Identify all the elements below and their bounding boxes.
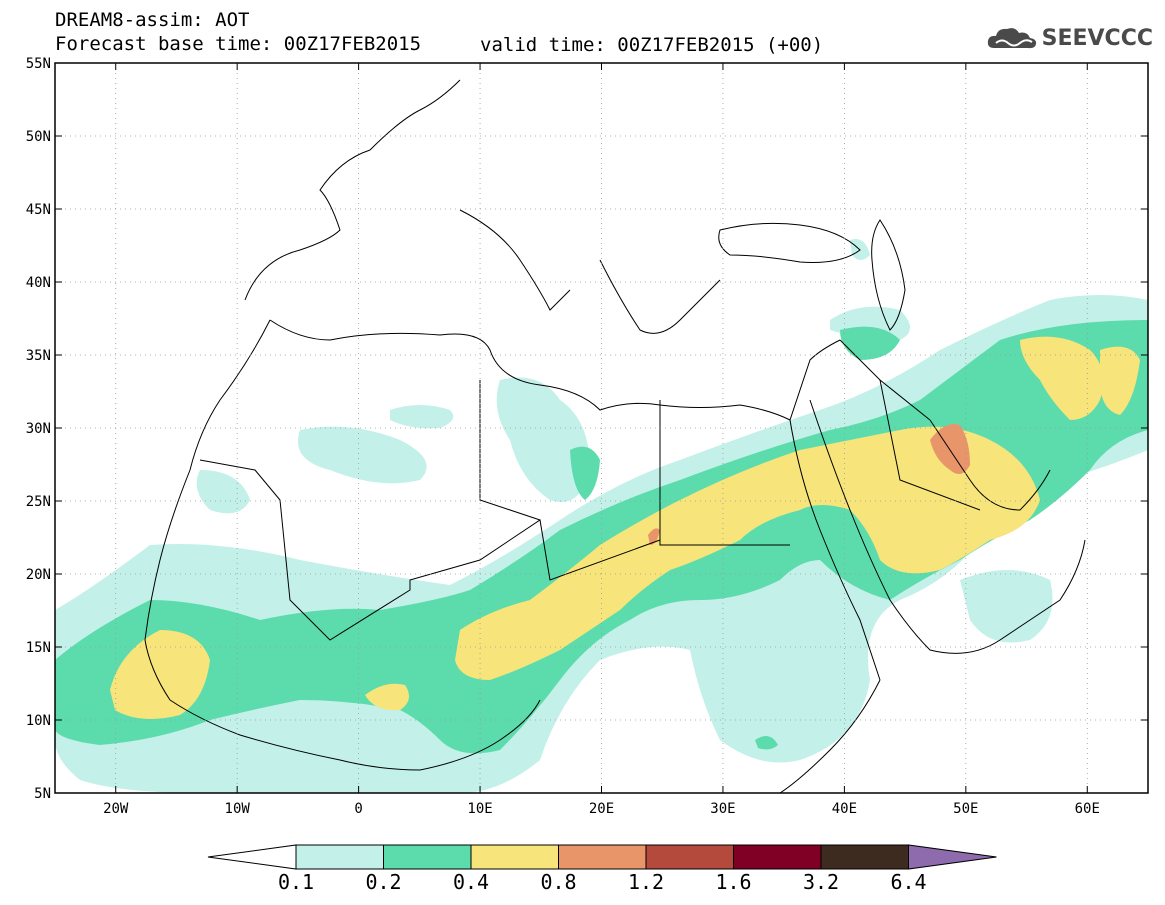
aot-band-0.4-sahel	[455, 426, 1040, 680]
colorbar-label: 0.1	[278, 870, 314, 894]
lat-label: 50N	[26, 129, 51, 145]
border-middle-east	[839, 339, 981, 511]
lat-label: 20N	[26, 567, 51, 583]
lon-label: 20W	[103, 801, 129, 817]
border-sahara-2	[659, 400, 790, 546]
aot-patch-0.2-libya	[570, 446, 600, 500]
coast-western-europe	[244, 79, 461, 301]
lon-label: 40E	[832, 801, 857, 817]
coast-italy	[459, 209, 571, 311]
longitude-labels: 20W 10W 0 10E 20E 30E 40E 50E 60E	[103, 801, 1100, 817]
colorbar-label: 3.2	[803, 870, 839, 894]
aot-patch-0.2-iran	[840, 326, 900, 360]
aot-patch-0.8-kuwait	[930, 424, 970, 474]
seevccc-logo: SEEVCCC	[986, 22, 1153, 54]
colorbar-label: 6.4	[890, 870, 926, 894]
coast-caspian	[871, 219, 906, 331]
colorbar-swatch	[558, 844, 647, 870]
colorbar-label: 1.6	[715, 870, 751, 894]
border-sahara-3	[479, 380, 541, 521]
colorbar-swatch	[645, 844, 734, 870]
lat-label: 40N	[26, 275, 51, 291]
colorbar-label: 0.2	[365, 870, 401, 894]
lon-label: 30E	[710, 801, 735, 817]
lat-label: 55N	[26, 56, 51, 72]
forecast-base-time: Forecast base time: 00Z17FEB2015	[55, 33, 422, 55]
map-title: DREAM8-assim: AOT	[55, 9, 250, 31]
aot-patch-0.4-iran-east	[1020, 336, 1104, 420]
aot-patch-0.1-arabia-south	[960, 570, 1053, 643]
aot-patch-0.1-libya	[496, 377, 590, 502]
graticule	[55, 63, 1148, 793]
aot-patch-0.1-ethiopia	[810, 676, 850, 706]
aot-band-0.2-main	[55, 320, 1148, 754]
coast-red-sea-east	[809, 399, 1086, 654]
aot-patch-0.2-east-africa	[755, 736, 778, 750]
aot-patch-0.4-afghan	[1100, 346, 1140, 415]
aot-shading	[55, 239, 1148, 793]
lon-label: 0	[354, 801, 362, 817]
coast-gulf	[929, 419, 1051, 511]
aot-patch-0.1-sahara	[196, 470, 250, 514]
latitude-labels: 55N 50N 45N 40N 35N 30N 25N 20N 15N 10N 5N	[26, 56, 51, 802]
colorbar-swatch	[295, 844, 384, 870]
coast-east-africa	[779, 679, 881, 793]
lat-label: 15N	[26, 640, 51, 656]
colorbar-right-arrow	[908, 844, 997, 870]
coastlines	[144, 79, 1086, 793]
aot-patch-0.1-morocco	[390, 405, 454, 429]
coast-red-sea-west	[789, 419, 881, 681]
lon-label: 60E	[1075, 801, 1100, 817]
logo-text: SEEVCCC	[1041, 25, 1153, 51]
aot-patch-0.4-senegal	[110, 630, 210, 719]
colorbar-label: 0.4	[453, 870, 489, 894]
coast-greece	[599, 259, 721, 334]
lat-label: 25N	[26, 494, 51, 510]
lon-label: 10E	[467, 801, 492, 817]
colorbar	[207, 844, 997, 870]
axis-ticks	[55, 62, 1148, 794]
lat-label: 5N	[34, 786, 51, 802]
lon-label: 50E	[953, 801, 978, 817]
lat-label: 35N	[26, 348, 51, 364]
coast-north-africa	[269, 319, 841, 421]
colorbar-left-arrow	[207, 844, 297, 870]
colorbar-swatch	[733, 844, 822, 870]
lat-label: 45N	[26, 202, 51, 218]
aot-patch-0.1-algeria	[298, 426, 427, 484]
colorbar-swatch	[470, 844, 559, 870]
valid-time: valid time: 00Z17FEB2015 (+00)	[480, 34, 824, 56]
colorbar-labels: 0.1 0.2 0.4 0.8 1.2 1.6 3.2 6.4	[278, 870, 927, 894]
lat-label: 30N	[26, 421, 51, 437]
cloud-icon	[987, 28, 1036, 49]
colorbar-label: 1.2	[628, 870, 664, 894]
aot-patch-0.4-nigeria	[365, 683, 409, 711]
lon-label: 10W	[225, 801, 251, 817]
colorbar-swatch	[820, 844, 909, 870]
colorbar-swatch	[383, 844, 472, 870]
coast-west-africa	[144, 319, 541, 771]
aot-patch-0.8-chad	[648, 528, 660, 545]
aot-patch-0.1-east-africa	[740, 710, 800, 760]
border-sahara-1	[199, 459, 661, 641]
colorbar-label: 0.8	[540, 870, 576, 894]
lon-label: 20E	[589, 801, 614, 817]
coast-black-sea	[718, 222, 861, 263]
lat-label: 10N	[26, 713, 51, 729]
